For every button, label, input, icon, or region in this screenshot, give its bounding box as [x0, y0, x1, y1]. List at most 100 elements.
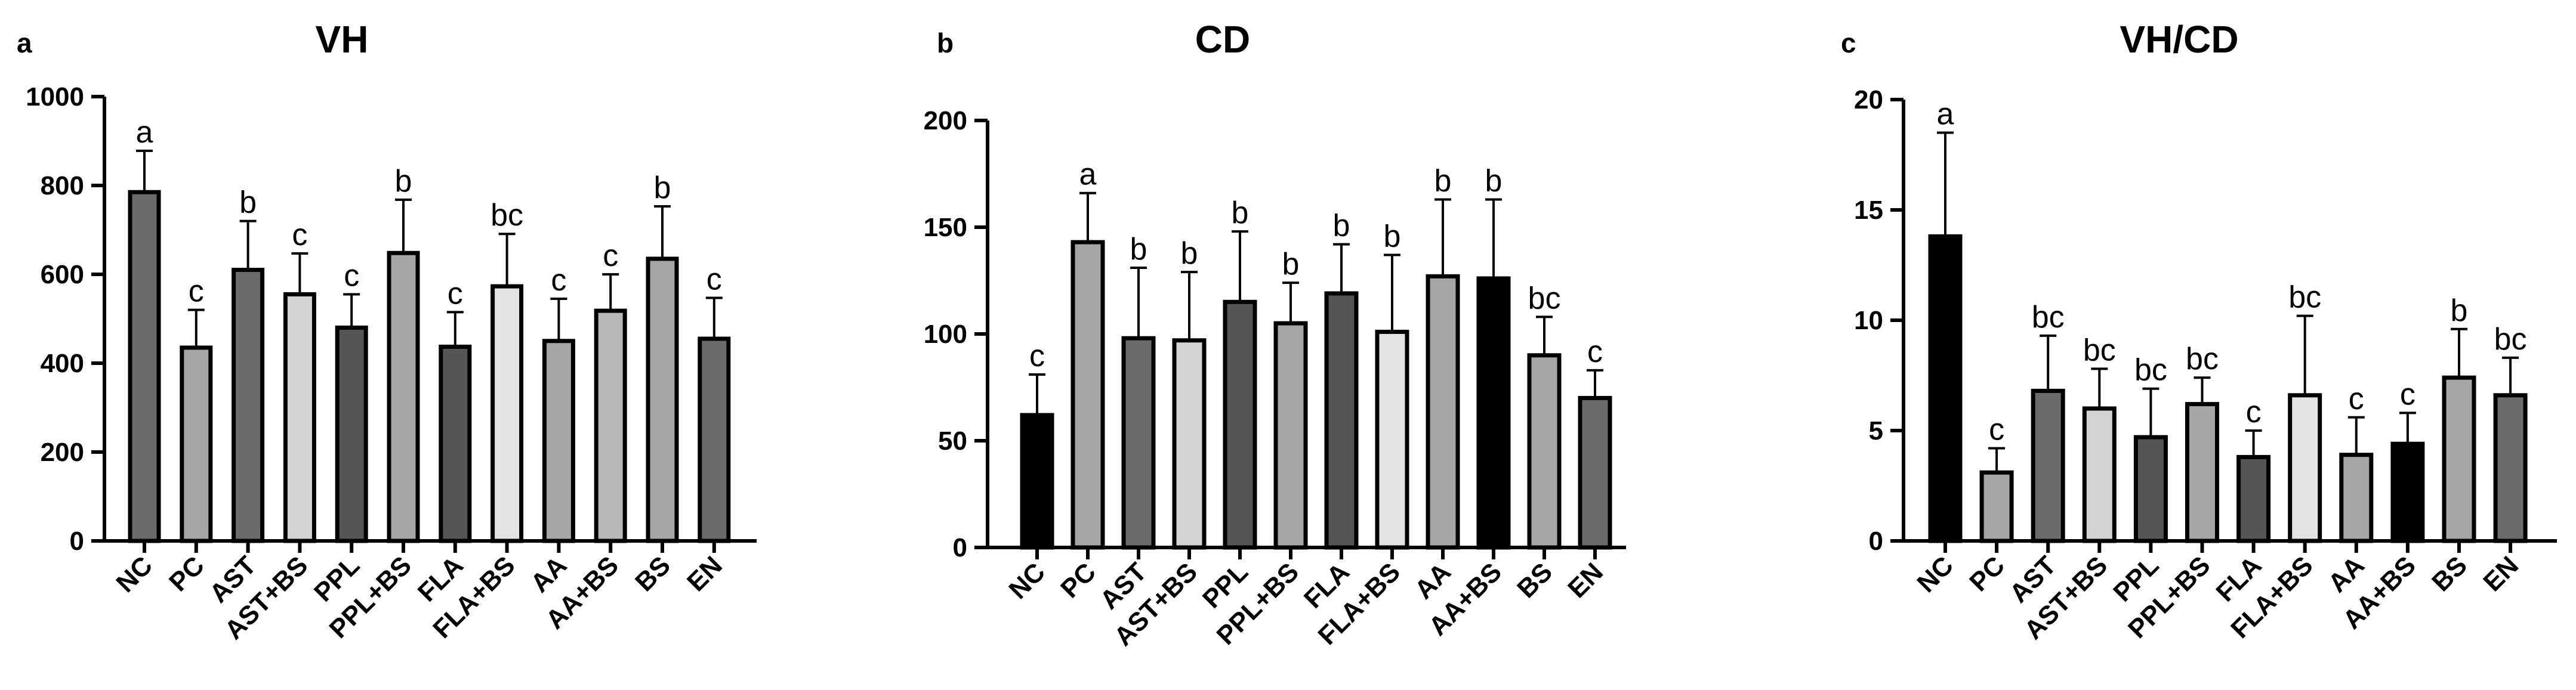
sig-label-b-11: c: [1587, 335, 1603, 369]
bar-a-0: [128, 190, 161, 543]
x-tick-label-a-1: PC: [163, 550, 210, 597]
sig-label-a-4: c: [344, 259, 359, 293]
sig-label-b-8: b: [1434, 163, 1452, 198]
y-tick-label-c-3: 15: [1854, 196, 1883, 225]
sig-label-b-3: b: [1181, 236, 1198, 271]
bar-c-3: [2082, 406, 2117, 543]
bar-c-10: [2442, 375, 2476, 543]
sig-label-a-10: b: [654, 171, 671, 205]
bar-c-11: [2493, 393, 2528, 543]
sig-label-b-7: b: [1384, 219, 1401, 254]
bar-b-2: [1121, 336, 1156, 550]
y-tick-label-a-4: 800: [41, 171, 84, 200]
plot-area-a: 02004006008001000aNCcPCbASTcAST+BScPPLbP…: [26, 82, 757, 645]
sig-label-c-1: c: [1989, 413, 2004, 447]
sig-label-a-3: c: [292, 218, 307, 252]
sig-label-c-6: c: [2246, 395, 2262, 429]
sig-label-a-9: c: [603, 239, 618, 273]
panel-letter-c: c: [1841, 27, 1856, 58]
sig-label-c-8: c: [2349, 382, 2364, 416]
bar-b-9: [1476, 276, 1511, 550]
panel-b: b CD 050100150200cNCaPCbASTbAST+BSbPPLbP…: [924, 18, 1626, 652]
sig-label-c-9: c: [2400, 377, 2415, 411]
bar-c-1: [1979, 470, 2014, 543]
y-tick-label-a-1: 200: [41, 438, 84, 467]
panel-a: a VH 02004006008001000aNCcPCbASTcAST+BSc…: [17, 18, 757, 645]
sig-label-b-10: bc: [1528, 281, 1561, 315]
sig-label-a-5: b: [395, 164, 412, 199]
sig-label-a-0: a: [136, 115, 153, 150]
panel-letter-b: b: [937, 27, 954, 58]
x-tick-label-c-10: BS: [2426, 550, 2473, 597]
sig-label-b-0: c: [1029, 339, 1045, 373]
bar-b-8: [1426, 274, 1460, 550]
bar-b-5: [1273, 321, 1308, 550]
sig-label-b-9: b: [1485, 163, 1503, 198]
sig-label-c-3: bc: [2083, 333, 2116, 367]
sig-label-c-2: bc: [2032, 300, 2065, 335]
y-tick-label-b-3: 150: [924, 213, 967, 242]
bar-a-4: [335, 325, 368, 543]
x-tick-label-b-10: BS: [1511, 557, 1558, 604]
sig-label-b-2: b: [1130, 232, 1147, 267]
bar-c-7: [2288, 393, 2322, 543]
chart-title-c: VH/CD: [2120, 18, 2238, 61]
bar-c-2: [2031, 388, 2065, 543]
x-tick-label-a-10: BS: [630, 550, 676, 597]
sig-label-c-11: bc: [2494, 322, 2527, 357]
sig-label-c-5: bc: [2186, 342, 2219, 376]
x-tick-label-b-1: PC: [1055, 557, 1102, 604]
bar-b-10: [1527, 353, 1562, 550]
sig-label-b-6: b: [1333, 209, 1350, 243]
sig-label-c-4: bc: [2134, 353, 2167, 388]
bar-a-10: [646, 256, 679, 543]
sig-label-a-8: c: [551, 263, 566, 298]
sig-label-a-6: c: [448, 276, 463, 311]
x-tick-label-b-0: NC: [1003, 557, 1051, 605]
bar-c-0: [1928, 234, 1963, 543]
panel-letter-a: a: [17, 27, 32, 58]
bar-c-8: [2339, 453, 2374, 543]
bar-a-5: [387, 250, 420, 543]
bar-a-6: [439, 344, 472, 543]
x-tick-label-c-0: NC: [1911, 550, 1959, 598]
y-tick-label-b-0: 0: [953, 533, 967, 562]
bar-a-1: [180, 345, 213, 543]
sig-label-a-1: c: [189, 274, 204, 309]
x-tick-label-a-0: NC: [110, 550, 158, 598]
y-tick-label-c-2: 10: [1854, 306, 1883, 335]
x-tick-label-b-11: EN: [1562, 557, 1609, 604]
y-tick-label-a-5: 1000: [26, 82, 84, 112]
bar-b-3: [1172, 338, 1207, 550]
sig-label-b-1: a: [1079, 157, 1097, 192]
x-tick-label-c-11: EN: [2478, 550, 2524, 597]
sig-label-b-5: b: [1282, 247, 1300, 281]
bar-a-3: [283, 292, 316, 543]
sig-label-a-2: b: [239, 185, 257, 220]
y-tick-label-a-2: 400: [41, 349, 84, 378]
y-tick-label-c-0: 0: [1869, 527, 1883, 556]
x-tick-label-a-11: EN: [681, 550, 728, 597]
chart-title-b: CD: [1195, 18, 1250, 61]
sig-label-c-7: bc: [2288, 280, 2321, 315]
y-tick-label-a-3: 600: [41, 260, 84, 289]
chart-title-a: VH: [316, 18, 369, 61]
sig-label-a-7: bc: [490, 198, 523, 233]
y-tick-label-c-4: 20: [1854, 85, 1883, 115]
bar-b-4: [1223, 299, 1257, 550]
bar-c-6: [2236, 454, 2271, 543]
bar-a-9: [594, 308, 627, 543]
bar-c-4: [2133, 435, 2168, 543]
bar-c-9: [2390, 441, 2425, 543]
y-tick-label-b-4: 200: [924, 106, 967, 135]
y-tick-label-b-2: 100: [924, 320, 967, 349]
bar-b-7: [1375, 329, 1409, 550]
bar-a-8: [542, 339, 575, 543]
sig-label-c-10: b: [2451, 293, 2468, 328]
plot-area-b: 050100150200cNCaPCbASTbAST+BSbPPLbPPL+BS…: [924, 106, 1626, 652]
sig-label-c-0: a: [1937, 97, 1954, 132]
y-tick-label-c-1: 5: [1869, 416, 1883, 445]
